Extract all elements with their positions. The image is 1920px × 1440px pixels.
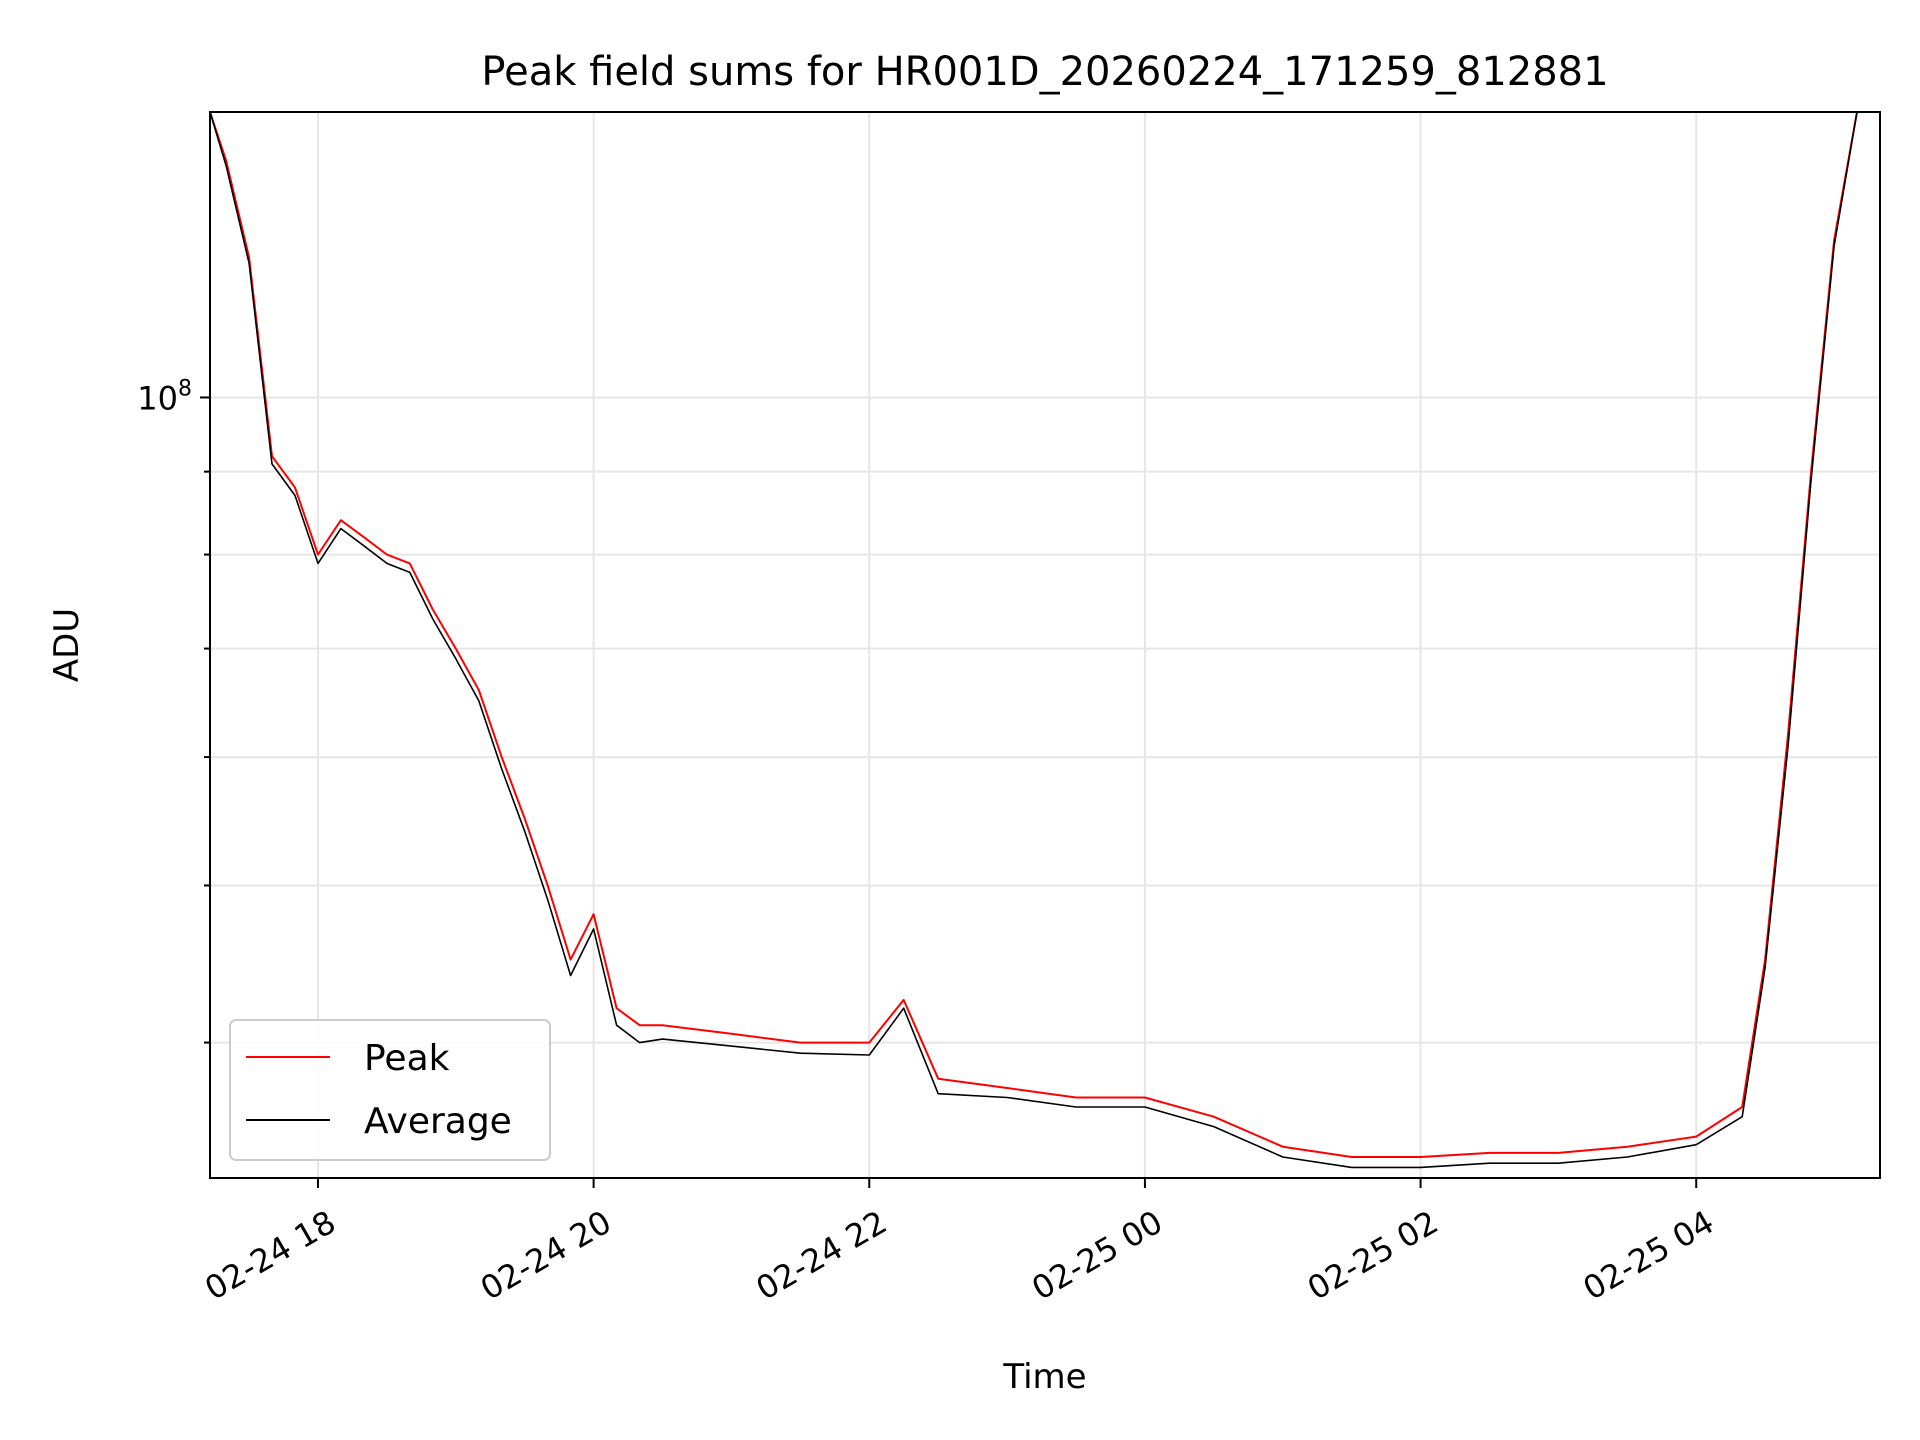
series-line-average xyxy=(210,112,1880,1169)
y-tick-label-base: 10 xyxy=(137,379,178,417)
legend-peak-label: Peak xyxy=(364,1038,450,1079)
y-axis-label: ADU xyxy=(47,608,87,682)
legend: Peak Average xyxy=(229,1019,551,1161)
series-layer xyxy=(210,112,1880,1169)
legend-average-label: Average xyxy=(364,1101,512,1142)
grid xyxy=(210,112,1880,1178)
series-line-peak xyxy=(210,112,1880,1158)
y-tick-label: 108 xyxy=(137,376,192,417)
legend-box xyxy=(229,1019,551,1161)
plot-frame xyxy=(209,111,1881,1179)
x-axis-label: Time xyxy=(1002,1357,1086,1397)
y-tick-label-exponent: 8 xyxy=(178,376,192,401)
y-axis-ticks: 108 xyxy=(137,376,210,1044)
chart-title: Peak field sums for HR001D_20260224_1712… xyxy=(481,49,1608,95)
